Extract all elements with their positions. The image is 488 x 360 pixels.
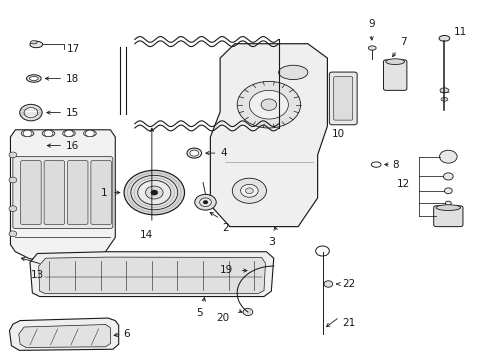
Circle shape	[85, 130, 94, 136]
FancyBboxPatch shape	[44, 161, 64, 225]
Ellipse shape	[186, 148, 201, 158]
Polygon shape	[9, 318, 119, 350]
FancyBboxPatch shape	[20, 161, 41, 225]
FancyBboxPatch shape	[91, 161, 111, 225]
Ellipse shape	[435, 205, 460, 211]
Text: 21: 21	[341, 318, 355, 328]
Ellipse shape	[42, 130, 55, 136]
Text: 15: 15	[65, 108, 79, 118]
FancyBboxPatch shape	[329, 72, 356, 125]
Circle shape	[44, 130, 53, 136]
Ellipse shape	[385, 59, 404, 64]
FancyBboxPatch shape	[333, 77, 352, 120]
Text: 3: 3	[268, 237, 275, 247]
Circle shape	[444, 188, 451, 194]
Polygon shape	[19, 324, 110, 347]
Circle shape	[245, 188, 253, 194]
Text: 19: 19	[219, 265, 232, 275]
Ellipse shape	[30, 41, 37, 44]
Circle shape	[240, 184, 258, 197]
Ellipse shape	[26, 75, 41, 82]
Text: 1: 1	[100, 188, 107, 198]
Circle shape	[20, 104, 42, 121]
Text: 12: 12	[396, 179, 409, 189]
Text: 7: 7	[400, 37, 407, 47]
Ellipse shape	[21, 130, 34, 136]
Circle shape	[194, 194, 216, 210]
Circle shape	[138, 180, 170, 205]
Text: 5: 5	[196, 309, 203, 318]
Circle shape	[232, 178, 266, 203]
FancyBboxPatch shape	[433, 206, 462, 226]
Circle shape	[445, 201, 450, 206]
FancyBboxPatch shape	[13, 157, 113, 228]
Circle shape	[64, 130, 73, 136]
Text: 20: 20	[216, 313, 229, 323]
FancyBboxPatch shape	[67, 161, 88, 225]
Circle shape	[151, 190, 158, 195]
Text: 17: 17	[66, 44, 80, 54]
Ellipse shape	[83, 130, 96, 136]
Text: 4: 4	[220, 148, 226, 158]
Ellipse shape	[62, 130, 75, 136]
Circle shape	[9, 152, 17, 158]
Circle shape	[9, 231, 17, 237]
Circle shape	[439, 150, 456, 163]
Circle shape	[9, 206, 17, 212]
Ellipse shape	[438, 36, 449, 41]
FancyBboxPatch shape	[383, 60, 406, 90]
Circle shape	[243, 309, 252, 316]
Polygon shape	[210, 44, 327, 226]
Text: 8: 8	[392, 159, 399, 170]
Ellipse shape	[30, 41, 42, 48]
Circle shape	[203, 201, 207, 204]
Circle shape	[324, 281, 332, 287]
Text: 2: 2	[222, 223, 228, 233]
Text: 22: 22	[341, 279, 355, 289]
Circle shape	[24, 108, 38, 118]
Circle shape	[131, 175, 177, 210]
Text: 10: 10	[331, 129, 345, 139]
Text: 6: 6	[123, 329, 130, 339]
Circle shape	[261, 99, 276, 111]
Ellipse shape	[278, 65, 307, 80]
Circle shape	[9, 177, 17, 183]
Polygon shape	[30, 252, 273, 297]
Text: 9: 9	[367, 19, 374, 30]
Ellipse shape	[24, 142, 43, 149]
Text: 16: 16	[65, 140, 79, 150]
Circle shape	[443, 173, 452, 180]
Circle shape	[237, 81, 300, 128]
Circle shape	[145, 186, 163, 199]
Ellipse shape	[367, 46, 375, 50]
Circle shape	[124, 170, 184, 215]
Ellipse shape	[28, 144, 40, 147]
Polygon shape	[39, 257, 265, 294]
Circle shape	[199, 198, 211, 207]
Polygon shape	[10, 130, 115, 259]
Ellipse shape	[439, 88, 448, 93]
Ellipse shape	[189, 150, 198, 156]
Circle shape	[249, 90, 288, 119]
Ellipse shape	[29, 77, 38, 81]
Text: 13: 13	[31, 270, 44, 280]
Circle shape	[23, 130, 32, 136]
Text: 18: 18	[65, 73, 79, 84]
Text: 14: 14	[139, 230, 152, 240]
Text: 11: 11	[453, 27, 467, 37]
Ellipse shape	[440, 98, 447, 101]
